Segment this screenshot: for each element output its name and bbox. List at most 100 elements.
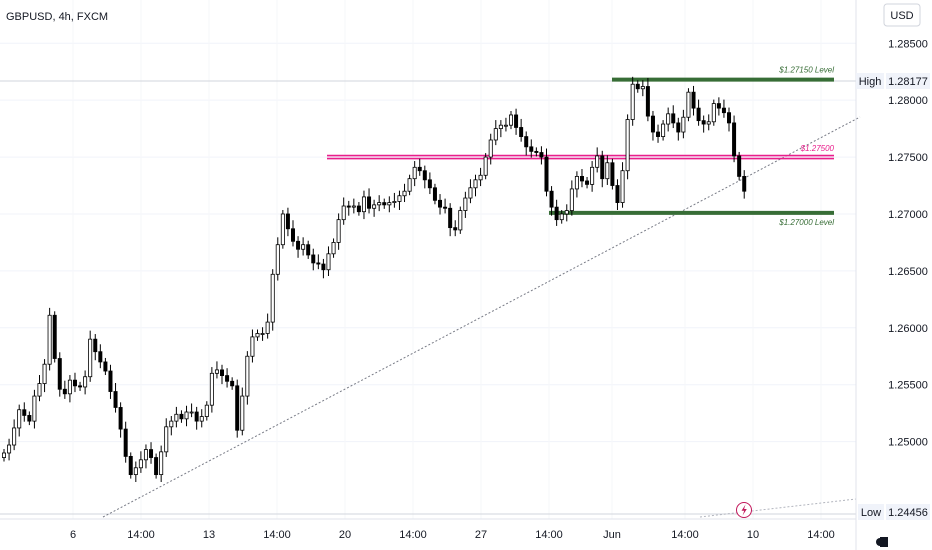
candle [468,179,473,204]
price-tick-label: 1.25500 [888,380,928,392]
candle [493,120,498,146]
time-tick-label: 14:00 [807,529,835,541]
candle [209,367,214,413]
candle [301,237,306,256]
time-axis[interactable]: 6 14:00 13 14:00 20 14:00 27 14:00 Jun 14:00 10 14:… [70,529,835,541]
candle [225,368,230,388]
candle [417,158,422,176]
candle [47,307,52,371]
candle [625,114,630,180]
candle [245,351,250,405]
candle [656,124,661,143]
candle [514,108,519,135]
candle [220,364,225,385]
candle [250,329,255,363]
candle [113,382,118,413]
level-label: $1.27000 Level [778,218,834,227]
candle [549,186,554,216]
candle [488,133,493,165]
time-tick-label: 20 [339,529,351,541]
price-tick-label: 1.28000 [888,95,928,107]
time-tick-label: 13 [203,529,215,541]
candle [285,207,290,237]
candle [311,248,316,271]
candle [727,107,732,132]
candle [270,269,275,331]
candle [179,410,184,423]
price-axis[interactable]: 1.28500 1.28000 1.27500 1.27000 1.26500 1.260… [888,38,928,448]
candle [194,406,199,430]
candle [57,352,62,397]
candle [377,195,382,212]
candle [737,151,742,181]
tradingview-logo[interactable] [876,537,888,547]
low-price-box [886,504,930,520]
currency-label: USD [890,10,913,22]
candle [88,330,93,382]
price-tick-label: 1.26000 [888,323,928,335]
candle [336,213,341,250]
level-labels: $1.27150 Level $1.27500 $1.27000 Level [778,66,834,227]
candle [17,404,22,437]
candle [123,421,128,463]
candle [149,442,154,464]
candle [716,97,721,116]
candle [458,206,463,234]
time-tick-label: 14:00 [535,529,563,541]
high-label-box [856,73,884,89]
price-tick-label: 1.28500 [888,38,928,50]
candle [235,379,240,438]
candle [615,179,620,210]
candle [32,389,37,429]
candle [432,183,437,205]
candle [650,110,655,141]
candle [103,357,108,376]
lightning-icon[interactable] [736,502,752,518]
candle [37,375,42,402]
candle [671,105,676,129]
candle [265,313,270,339]
candle [453,220,458,237]
candle [275,237,280,281]
candle [62,380,67,399]
candle [296,236,301,258]
candle [529,139,534,158]
candle [2,449,7,462]
candle [686,88,691,122]
time-tick-label: 14:00 [399,529,427,541]
candle [367,188,372,214]
candle [569,180,574,216]
time-tick-label: 10 [747,529,759,541]
candle [356,202,361,216]
candle [661,120,666,141]
currency-box[interactable] [883,3,921,27]
candle [473,174,478,197]
candle [214,361,219,379]
time-tick-label: 6 [70,529,76,541]
candle [559,209,564,224]
candle [498,120,503,138]
candle [321,258,326,279]
candle [372,199,377,217]
candle [645,77,650,122]
candle [681,109,686,139]
candle [331,238,336,258]
candle [564,204,569,222]
time-tick-label: 14:00 [127,529,155,541]
candle [676,117,681,141]
price-levels [327,77,834,215]
candle [42,359,47,393]
candle [524,131,529,156]
candle [742,170,747,199]
candle [701,115,706,133]
candle [22,402,27,422]
low-label: Low [861,507,881,519]
candle [706,114,711,131]
candle [154,453,159,479]
candle [610,158,615,190]
candle [67,375,72,403]
candle [412,161,417,187]
candle [361,190,366,220]
level-label: $1.27150 Level [778,66,834,75]
